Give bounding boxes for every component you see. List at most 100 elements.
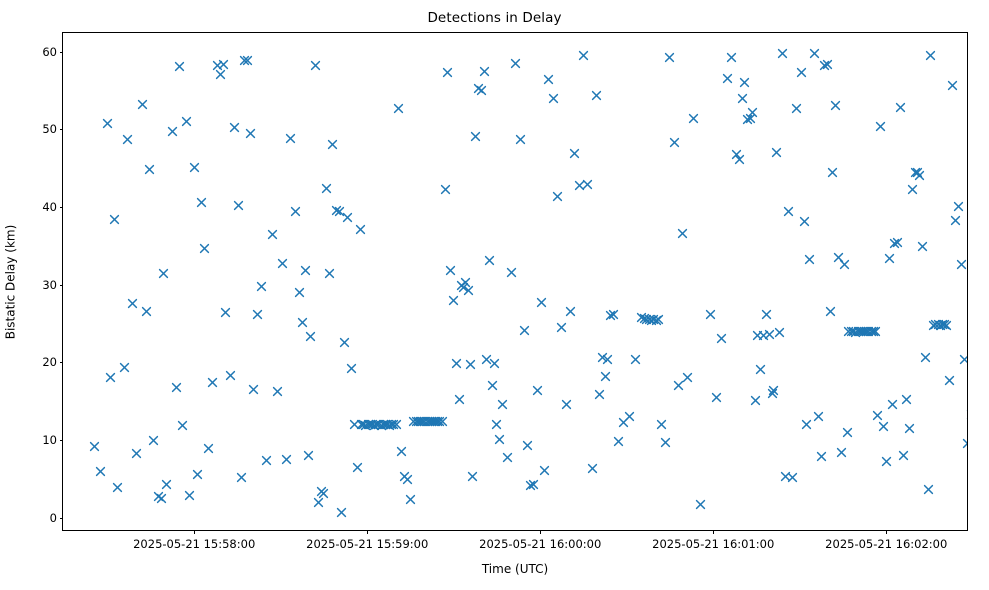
data-point-marker xyxy=(742,114,753,125)
data-point-marker xyxy=(682,372,693,383)
y-tick-label: 50 xyxy=(42,122,57,137)
data-point-marker xyxy=(722,73,733,84)
data-point-marker xyxy=(608,309,619,320)
x-tick-label: 2025-05-21 16:02:00 xyxy=(825,537,948,551)
data-point-marker xyxy=(914,170,925,181)
data-point-marker xyxy=(783,206,794,217)
data-point-marker xyxy=(755,364,766,375)
y-tick-mark xyxy=(59,362,63,364)
data-point-marker xyxy=(591,90,602,101)
data-point-marker xyxy=(959,354,967,365)
data-point-marker xyxy=(764,329,775,340)
data-point-marker xyxy=(386,419,397,430)
x-tick-label: 2025-05-21 16:00:00 xyxy=(479,537,602,551)
data-point-marker xyxy=(248,384,259,395)
data-point-marker xyxy=(316,486,327,497)
data-point-marker xyxy=(767,388,778,399)
data-point-marker xyxy=(901,394,912,405)
data-point-marker xyxy=(944,375,955,386)
y-tick-mark xyxy=(59,129,63,131)
data-point-marker xyxy=(859,326,870,337)
data-point-marker xyxy=(437,416,448,427)
data-point-marker xyxy=(367,419,378,430)
data-point-marker xyxy=(543,74,554,85)
data-point-marker xyxy=(174,61,185,72)
data-point-marker xyxy=(479,66,490,77)
data-point-marker xyxy=(426,416,437,427)
data-point-marker xyxy=(225,370,236,381)
data-point-marker xyxy=(827,167,838,178)
data-point-marker xyxy=(747,107,758,118)
data-point-marker xyxy=(833,252,844,263)
data-point-marker xyxy=(630,354,641,365)
data-point-marker xyxy=(799,216,810,227)
data-point-marker xyxy=(602,354,613,365)
x-tick-label: 2025-05-21 16:01:00 xyxy=(652,537,775,551)
x-tick-mark xyxy=(367,530,369,534)
data-point-marker xyxy=(334,206,345,217)
data-point-marker xyxy=(256,281,267,292)
data-point-marker xyxy=(923,484,934,495)
data-point-marker xyxy=(863,326,874,337)
data-point-marker xyxy=(497,399,508,410)
data-point-marker xyxy=(203,443,214,454)
data-point-marker xyxy=(966,409,967,420)
data-point-marker xyxy=(962,438,967,449)
data-point-marker xyxy=(651,315,662,326)
data-point-marker xyxy=(664,52,675,63)
plot-axes: 0 10 20 30 40 50 60 2025-05-21 15:58:00 2025-05… xyxy=(42,32,968,551)
data-point-marker xyxy=(300,265,311,276)
data-point-marker xyxy=(618,417,629,428)
data-point-marker xyxy=(434,416,445,427)
data-point-marker xyxy=(813,411,824,422)
data-point-marker xyxy=(950,215,961,226)
data-point-marker xyxy=(892,237,903,248)
data-point-marker xyxy=(89,441,100,452)
data-point-marker xyxy=(355,224,366,235)
scatter-plot-area xyxy=(63,33,967,530)
data-point-marker xyxy=(539,465,550,476)
data-point-marker xyxy=(660,437,671,448)
data-point-marker xyxy=(184,490,195,501)
data-point-marker xyxy=(342,212,353,223)
data-point-marker xyxy=(109,214,120,225)
data-point-marker xyxy=(636,312,647,323)
data-point-marker xyxy=(861,326,872,337)
data-point-marker xyxy=(600,371,611,382)
data-point-marker xyxy=(119,362,130,373)
data-point-marker xyxy=(677,228,688,239)
data-point-marker xyxy=(947,80,958,91)
data-point-marker xyxy=(458,282,469,293)
data-point-marker xyxy=(484,255,495,266)
data-point-marker xyxy=(801,419,812,430)
data-point-marker xyxy=(239,55,250,66)
data-point-marker xyxy=(525,480,536,491)
data-point-marker xyxy=(356,419,367,430)
data-point-marker xyxy=(850,327,861,338)
data-point-marker xyxy=(158,268,169,279)
data-point-marker xyxy=(582,179,593,190)
data-point-marker xyxy=(465,359,476,370)
data-point-marker xyxy=(536,297,547,308)
data-point-marker xyxy=(285,133,296,144)
data-point-marker xyxy=(761,309,772,320)
data-point-marker xyxy=(639,313,650,324)
data-point-marker xyxy=(839,259,850,270)
data-point-marker xyxy=(339,337,350,348)
x-tick-label: 2025-05-21 15:58:00 xyxy=(133,537,256,551)
data-point-marker xyxy=(791,103,802,114)
data-point-marker xyxy=(476,85,487,96)
data-point-marker xyxy=(641,314,652,325)
data-point-marker xyxy=(522,440,533,451)
data-point-marker xyxy=(207,377,218,388)
y-axis-label: Bistatic Delay (km) xyxy=(0,32,20,531)
data-point-marker xyxy=(777,48,788,59)
data-point-marker xyxy=(737,93,748,104)
data-point-marker xyxy=(467,471,478,482)
data-point-marker xyxy=(167,126,178,137)
data-point-marker xyxy=(408,416,419,427)
data-point-marker xyxy=(731,149,742,160)
data-point-marker xyxy=(656,419,667,430)
data-point-marker xyxy=(470,131,481,142)
data-point-marker xyxy=(324,268,335,279)
